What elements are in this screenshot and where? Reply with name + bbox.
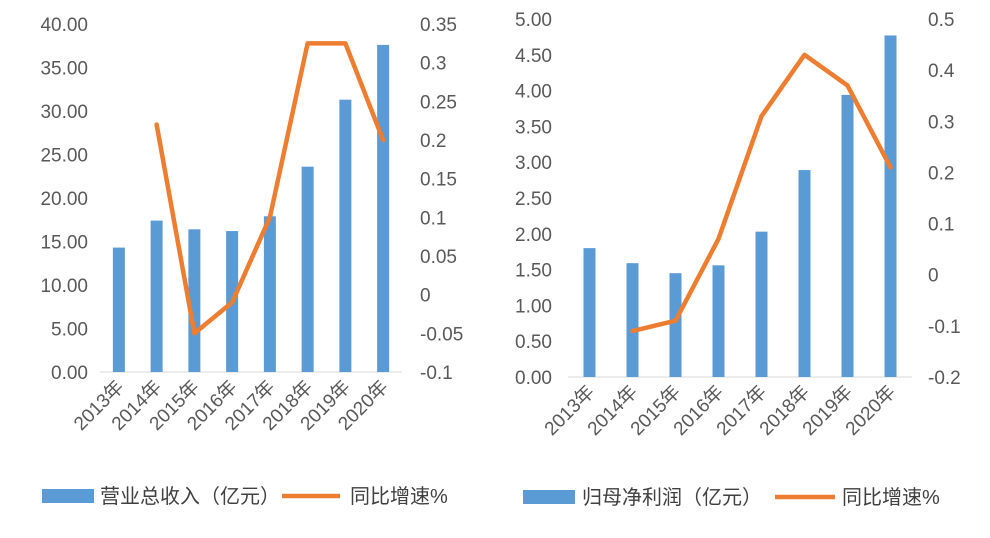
left-axis-tick-label: 30.00	[40, 102, 88, 123]
legend-line-label: 同比增速%	[350, 485, 448, 508]
right-axis-tick-label: 0.5	[928, 10, 954, 31]
chart-1: 0.00 5.00 10.00 15.00 20.00 25.00 30.00 35.00 40…	[40, 15, 463, 508]
right-axis-tick-label: 0	[420, 286, 431, 307]
right-axis-tick-label: -0.05	[420, 324, 463, 345]
bar-2016年	[712, 265, 725, 377]
left-axis-tick-label: 2.00	[515, 225, 552, 246]
bar-2018年	[301, 166, 314, 372]
right-axis-tick-label: 0.3	[928, 112, 954, 133]
legend-bar-swatch	[42, 489, 94, 503]
bar-2018年	[798, 170, 811, 377]
left-axis-tick-label: 3.00	[515, 153, 552, 174]
left-axis-tick-label: 4.50	[515, 46, 552, 67]
bar-2019年	[339, 99, 352, 372]
right-axis-tick-label: 0.05	[420, 247, 457, 268]
left-axis-tick-label: 20.00	[40, 189, 88, 210]
bar-2015年	[669, 273, 682, 377]
left-axis-tick-label: 5.00	[51, 320, 88, 341]
right-axis-tick-label: 0.1	[928, 215, 954, 236]
chart-2: 0.000.501.001.502.002.503.003.504.004.50…	[515, 10, 961, 509]
left-axis-tick-label: 3.50	[515, 117, 552, 138]
left-axis-tick-label: 1.00	[515, 296, 552, 317]
left-axis-tick-label: 0.00	[515, 368, 552, 389]
right-axis-tick-label: 0.35	[420, 15, 457, 36]
legend-line-label: 同比增速%	[842, 486, 940, 509]
bar-2013年	[112, 247, 125, 372]
bar-2014年	[626, 263, 639, 377]
left-axis-tick-label: 25.00	[40, 146, 88, 167]
right-axis-tick-label: 0.2	[420, 131, 446, 152]
bar-2013年	[583, 248, 596, 377]
bar-2020年	[884, 35, 897, 378]
bar-2015年	[188, 229, 201, 372]
bar-2019年	[841, 94, 854, 378]
left-axis-tick-label: 10.00	[40, 276, 88, 297]
left-axis-tick-label: 4.00	[515, 82, 552, 103]
legend-bar-swatch	[523, 490, 575, 504]
legend-bar-label: 归母净利润（亿元）	[582, 486, 762, 509]
legend: 营业总收入（亿元） 同比增速%	[42, 485, 448, 508]
right-axis-tick-label: 0.3	[420, 54, 446, 75]
bar-2017年	[755, 231, 768, 377]
legend-bar-label: 营业总收入（亿元）	[100, 485, 280, 508]
right-axis-tick-label: 0.15	[420, 170, 457, 191]
left-axis-tick-label: 35.00	[40, 59, 88, 80]
bar-2020年	[377, 44, 390, 372]
right-axis-tick-label: 0	[928, 266, 939, 287]
right-axis-tick-label: -0.2	[928, 368, 961, 389]
right-axis-tick-label: -0.1	[420, 363, 453, 384]
right-axis-tick-label: 0.4	[928, 61, 955, 82]
left-axis-tick-label: 1.50	[515, 261, 552, 282]
right-axis-tick-label: -0.1	[928, 317, 961, 338]
left-axis-tick-label: 15.00	[40, 233, 88, 254]
left-axis-tick-label: 40.00	[40, 15, 88, 36]
bar-2014年	[150, 220, 163, 372]
right-axis-tick-label: 0.25	[420, 92, 457, 113]
left-axis-tick-label: 2.50	[515, 189, 552, 210]
left-axis-tick-label: 0.00	[51, 363, 88, 384]
bar-2017年	[263, 216, 276, 372]
legend: 归母净利润（亿元） 同比增速%	[523, 486, 940, 509]
right-axis-tick-label: 0.1	[420, 208, 446, 229]
left-axis-tick-label: 5.00	[515, 10, 552, 31]
right-axis-tick-label: 0.2	[928, 163, 954, 184]
left-axis-tick-label: 0.50	[515, 332, 552, 353]
